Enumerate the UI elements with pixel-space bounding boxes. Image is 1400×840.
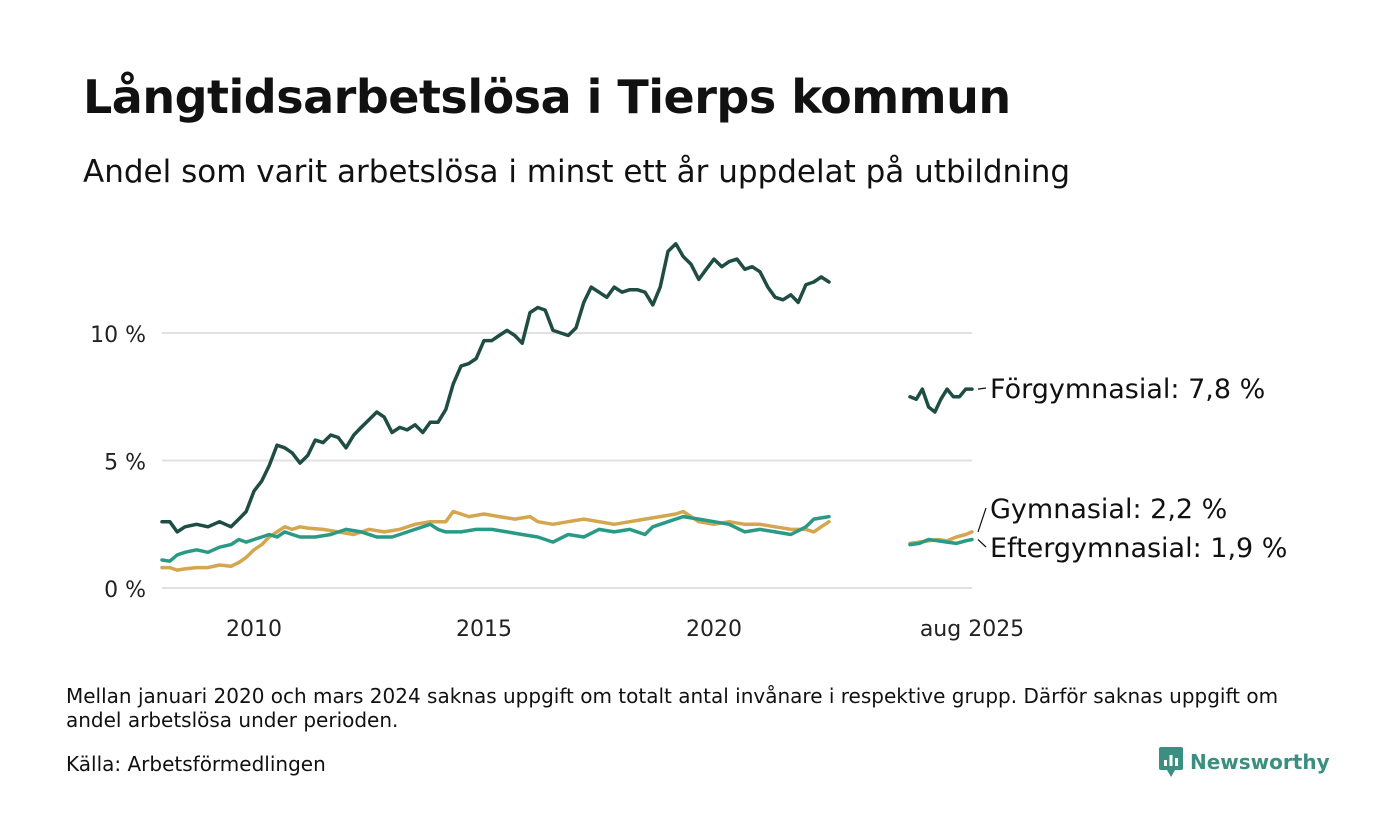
series-line-förgymnasial <box>908 387 974 414</box>
bar-chart-icon <box>1159 747 1183 777</box>
series-line-förgymnasial <box>160 242 831 534</box>
leader-line <box>977 387 987 390</box>
series-end-label: Eftergymnasial: 1,9 % <box>990 533 1287 564</box>
source-credit: Källa: Arbetsförmedlingen <box>66 752 326 776</box>
footnote: Mellan januari 2020 och mars 2024 saknas… <box>66 684 1279 732</box>
line-chart: 0 % 5 % 10 % 2010 2015 2020 aug 2025 Förgymna… <box>90 242 1287 642</box>
chart-subtitle: Andel som varit arbetslösa i minst ett å… <box>83 154 1071 190</box>
y-tick-label: 10 % <box>90 323 146 348</box>
series-end-label: Förgymnasial: 7,8 % <box>990 374 1265 405</box>
x-end-date-label: aug 2025 <box>920 617 1024 642</box>
series-lines <box>160 242 974 572</box>
series-line-eftergymnasial <box>908 537 974 547</box>
brand-name: Newsworthy <box>1190 750 1330 774</box>
x-axis: 2010 2015 2020 aug 2025 <box>226 617 1024 642</box>
y-axis: 0 % 5 % 10 % <box>90 323 146 603</box>
x-tick-label: 2010 <box>226 617 282 642</box>
leader-line <box>977 539 987 548</box>
x-tick-label: 2015 <box>456 617 512 642</box>
series-end-label: Gymnasial: 2,2 % <box>990 494 1227 525</box>
series-line-gymnasial <box>160 509 831 572</box>
series-end-labels: Förgymnasial: 7,8 % Gymnasial: 2,2 % Efter… <box>977 374 1287 564</box>
newsworthy-logo[interactable]: Newsworthy <box>1158 746 1330 778</box>
leader-line <box>977 507 987 533</box>
x-tick-label: 2020 <box>686 617 742 642</box>
y-tick-label: 0 % <box>104 578 146 603</box>
y-tick-label: 5 % <box>104 451 146 476</box>
chart-title: Långtidsarbetslösa i Tierps kommun <box>83 70 1011 124</box>
series-line-eftergymnasial <box>160 514 831 563</box>
gridlines <box>162 332 972 589</box>
